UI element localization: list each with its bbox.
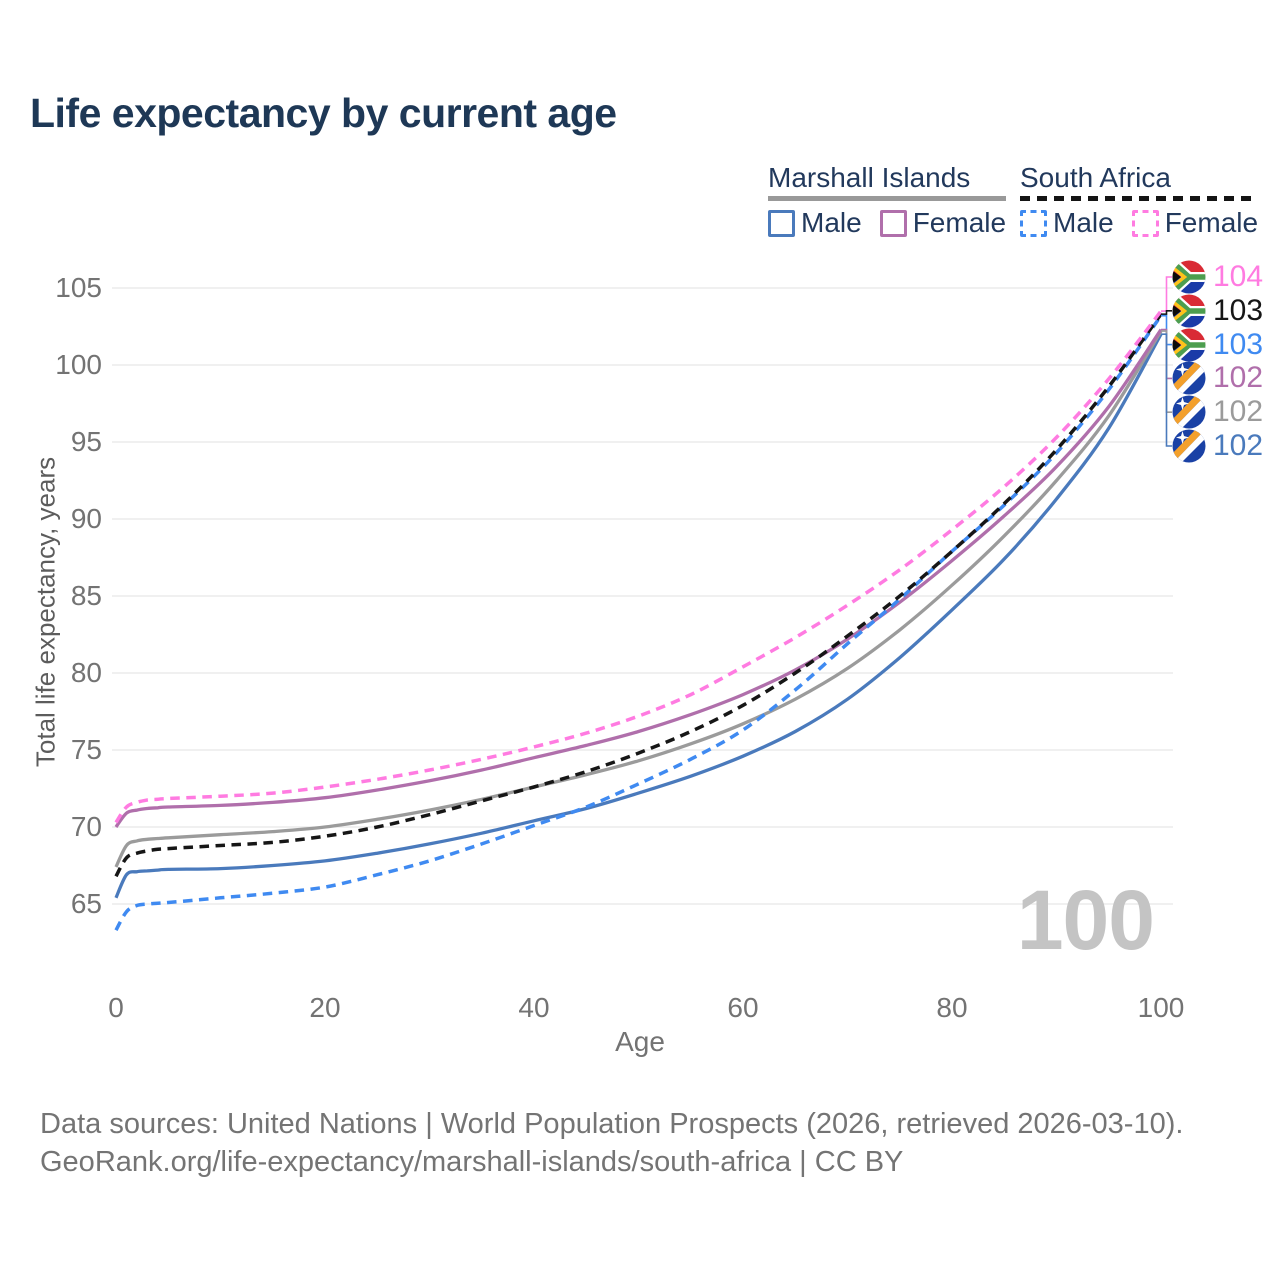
legend-group-south-africa: South Africa Male Female	[1020, 162, 1259, 238]
legend-item-mi-male[interactable]: Male	[768, 208, 862, 238]
end-label-row-sa_female: 104	[1172, 260, 1263, 294]
end-label-row-mi_male: 102	[1172, 429, 1263, 463]
x-axis-title: Age	[615, 1026, 665, 1057]
y-tick-80: 80	[70, 657, 102, 688]
y-tick-95: 95	[70, 426, 102, 457]
mi-male-label: Male	[801, 207, 862, 238]
legend-item-sa-female[interactable]: Female	[1131, 207, 1259, 238]
x-tick-40: 40	[518, 992, 550, 1023]
end-label-row-sa_total: 103	[1172, 293, 1264, 328]
mi-male-swatch-icon	[768, 209, 795, 237]
footer-attribution: GeoRank.org/life-expectancy/marshall-isl…	[40, 1146, 904, 1178]
page-title: Life expectancy by current age	[30, 90, 617, 136]
sa-male-label: Male	[1053, 207, 1114, 238]
south-africa-line-sample	[1020, 196, 1259, 201]
legend-item-sa-male[interactable]: Male	[1020, 208, 1114, 238]
x-tick-80: 80	[936, 992, 968, 1023]
series-line-mi_male[interactable]	[114, 333, 1163, 899]
x-tick-100: 100	[1137, 992, 1185, 1023]
footer-data-sources: Data sources: United Nations | World Pop…	[40, 1108, 1184, 1140]
mi-female-label: Female	[912, 207, 1007, 238]
y-tick-75: 75	[70, 734, 102, 765]
sa-female-label: Female	[1164, 207, 1259, 238]
legend-item-mi-female[interactable]: Female	[879, 207, 1007, 238]
x-tick-0: 0	[108, 992, 124, 1023]
end-label-value: 103	[1213, 327, 1264, 361]
end-label-row-mi_total: 102	[1172, 395, 1263, 429]
end-label-row-mi_female: 102	[1172, 361, 1263, 395]
y-tick-90: 90	[70, 503, 102, 534]
series-line-sa_total[interactable]	[114, 313, 1163, 878]
south-africa-flag-icon	[1172, 260, 1206, 294]
marshall-islands-flag-icon	[1172, 395, 1206, 429]
y-tick-65: 65	[70, 888, 102, 919]
y-tick-85: 85	[70, 580, 102, 611]
end-label-value: 104	[1213, 260, 1264, 293]
y-tick-70: 70	[70, 811, 102, 842]
legend-title-marshall-islands[interactable]: Marshall Islands	[768, 162, 971, 193]
south-africa-flag-icon	[1172, 294, 1206, 328]
legend-group-marshall-islands: Marshall Islands Male Female	[768, 162, 1007, 238]
marshall-islands-flag-icon	[1172, 429, 1206, 463]
y-tick-105: 105	[55, 272, 102, 303]
end-label-value: 102	[1213, 429, 1264, 462]
y-tick-100: 100	[55, 349, 102, 380]
marshall-islands-flag-icon	[1172, 361, 1206, 395]
end-label-row-sa_male: 103	[1172, 327, 1264, 362]
sa-male-swatch-icon	[1020, 209, 1047, 237]
y-axis-title: Total life expectancy, years	[30, 456, 61, 768]
leader-line-mi_male	[1161, 333, 1172, 447]
mi-female-swatch-icon	[879, 209, 907, 237]
leader-line-sa_female	[1161, 276, 1172, 312]
x-tick-60: 60	[727, 992, 759, 1023]
x-tick-20: 20	[309, 992, 341, 1023]
age-watermark: 100	[1016, 873, 1155, 967]
series-line-mi_female[interactable]	[114, 328, 1163, 828]
legend-title-south-africa[interactable]: South Africa	[1020, 162, 1171, 193]
series-line-mi_total[interactable]	[114, 330, 1163, 868]
series-line-sa_male[interactable]	[114, 314, 1163, 932]
series-line-sa_female[interactable]	[114, 310, 1163, 824]
south-africa-flag-icon	[1172, 328, 1206, 362]
marshall-islands-line-sample	[768, 196, 1007, 201]
sa-female-swatch-icon	[1131, 209, 1159, 237]
end-label-value: 103	[1213, 293, 1264, 327]
leader-line-sa_total	[1161, 310, 1172, 315]
end-label-value: 102	[1213, 361, 1264, 395]
end-label-value: 102	[1213, 395, 1264, 429]
